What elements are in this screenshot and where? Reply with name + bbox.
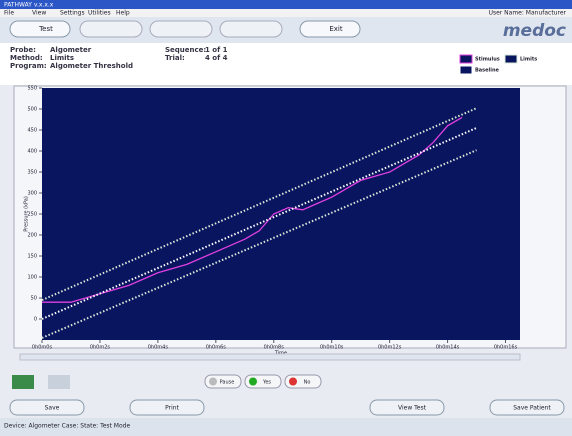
y-tick-label: 500 (27, 107, 37, 113)
control-icon (249, 377, 257, 386)
toolbar-label: Exit (329, 25, 343, 33)
control-icon (289, 377, 297, 386)
x-tick-label: 0h0m14s (436, 345, 460, 351)
view-button[interactable] (48, 375, 70, 389)
y-tick-label: 250 (27, 212, 37, 218)
info-value: Algometer (50, 46, 92, 54)
y-tick-label: 100 (27, 275, 37, 281)
info-panel (0, 43, 572, 85)
legend-swatch (504, 54, 518, 64)
y-tick-label: 550 (27, 86, 37, 92)
action-label: View Test (398, 405, 427, 412)
info-label: Method: (10, 54, 43, 62)
y-tick-label: 450 (27, 128, 37, 134)
info-value: Algometer Threshold (50, 62, 133, 70)
action-label: Print (165, 405, 179, 412)
info-label: Program: (10, 62, 47, 70)
info-value: 1 of 1 (205, 46, 228, 54)
series-line (41, 126, 477, 320)
y-tick-label: 200 (27, 233, 37, 239)
x-tick-label: 0h0m12s (378, 345, 402, 351)
title-bar (0, 0, 572, 9)
toolbar-button[interactable] (79, 20, 143, 38)
info-label: Probe: (10, 46, 36, 54)
y-axis-label: Pressure (kPa) (24, 196, 30, 232)
info-label: Sequence: (165, 46, 206, 54)
status-text: Device: Algometer Case: State: Test Mode (4, 423, 130, 430)
menu-item[interactable]: Help (116, 10, 130, 17)
y-tick-label: 50 (31, 296, 37, 302)
menu-item[interactable]: File (4, 10, 14, 17)
toolbar-button[interactable] (299, 20, 361, 38)
legend-label: Stimulus (475, 57, 500, 63)
status-bar (0, 418, 572, 436)
scrollbar[interactable] (19, 353, 521, 361)
user-name: User Name: Manufacturer (489, 10, 567, 17)
y-tick-label: 350 (27, 170, 37, 176)
x-tick-label: 0h0m10s (320, 345, 344, 351)
view-button[interactable] (12, 375, 34, 389)
legend-label: Baseline (475, 68, 500, 74)
x-tick-label: 0h0m2s (90, 345, 111, 351)
y-tick-label: 300 (27, 191, 37, 197)
x-tick-label: 0h0m6s (206, 345, 227, 351)
info-value: Limits (50, 54, 74, 62)
legend-swatch (459, 65, 473, 75)
series-line (41, 107, 477, 302)
control-label: No (304, 380, 311, 386)
menu-item[interactable]: View (32, 10, 46, 17)
series-line (42, 116, 463, 303)
action-button[interactable] (369, 399, 445, 416)
x-tick-label: 0h0m16s (494, 345, 518, 351)
y-tick-label: 400 (27, 149, 37, 155)
control-label: Yes (262, 380, 271, 386)
info-value: 4 of 4 (205, 54, 228, 62)
y-tick-label: 150 (27, 254, 37, 260)
legend-swatch (459, 54, 473, 64)
control-icon (209, 377, 217, 386)
menu-item[interactable]: Utilities (88, 10, 111, 17)
x-tick-label: 0h0m8s (264, 345, 285, 351)
action-button[interactable] (489, 399, 565, 416)
toolbar-label: Test (38, 25, 53, 33)
control-label: Pause (220, 380, 235, 386)
menu-bar (0, 9, 572, 17)
action-button[interactable] (129, 399, 205, 416)
toolbar-button[interactable] (149, 20, 213, 38)
toolbar-button[interactable] (9, 20, 71, 38)
logo: medoc (503, 21, 566, 41)
menu-item[interactable]: Settings (60, 10, 85, 17)
y-tick-label: 0 (34, 317, 37, 323)
plot-area (42, 88, 520, 340)
x-tick-label: 0h0m0s (32, 345, 53, 351)
action-label: Save Patient (513, 405, 551, 412)
action-button[interactable] (9, 399, 85, 416)
window-title: PATHWAY v.x.x.x (4, 2, 54, 9)
toolbar-button[interactable] (219, 20, 283, 38)
info-label: Trial: (165, 54, 185, 62)
x-tick-label: 0h0m4s (148, 345, 169, 351)
action-label: Save (45, 405, 60, 412)
legend-label: Limits (520, 57, 537, 63)
